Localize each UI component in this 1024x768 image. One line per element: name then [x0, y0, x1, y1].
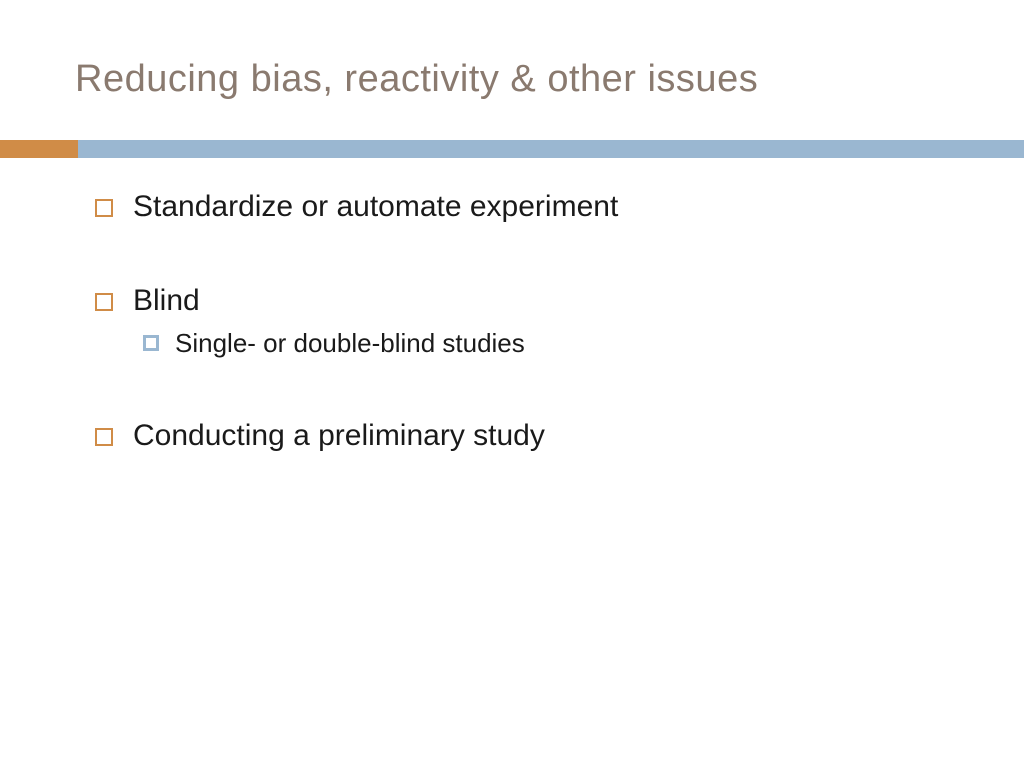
bullet-level1: Conducting a preliminary study [95, 419, 944, 453]
square-outline-icon [143, 335, 159, 351]
bullet-text: Single- or double-blind studies [175, 328, 525, 359]
square-outline-icon [95, 428, 113, 446]
square-outline-icon [95, 293, 113, 311]
bullet-level1: Standardize or automate experiment [95, 190, 944, 224]
bullet-gap [95, 234, 944, 284]
divider-accent [0, 140, 78, 158]
bullet-text: Blind [133, 284, 200, 318]
bullet-gap [95, 369, 944, 419]
bullet-text: Conducting a preliminary study [133, 419, 545, 453]
slide-title: Reducing bias, reactivity & other issues [75, 58, 758, 101]
slide: Reducing bias, reactivity & other issues… [0, 0, 1024, 768]
title-divider [0, 140, 1024, 158]
square-outline-icon [95, 199, 113, 217]
bullet-text: Standardize or automate experiment [133, 190, 618, 224]
divider-bar [78, 140, 1024, 158]
bullet-level2: Single- or double-blind studies [143, 328, 944, 359]
bullet-level1: Blind [95, 284, 944, 318]
slide-content: Standardize or automate experiment Blind S… [95, 190, 944, 463]
